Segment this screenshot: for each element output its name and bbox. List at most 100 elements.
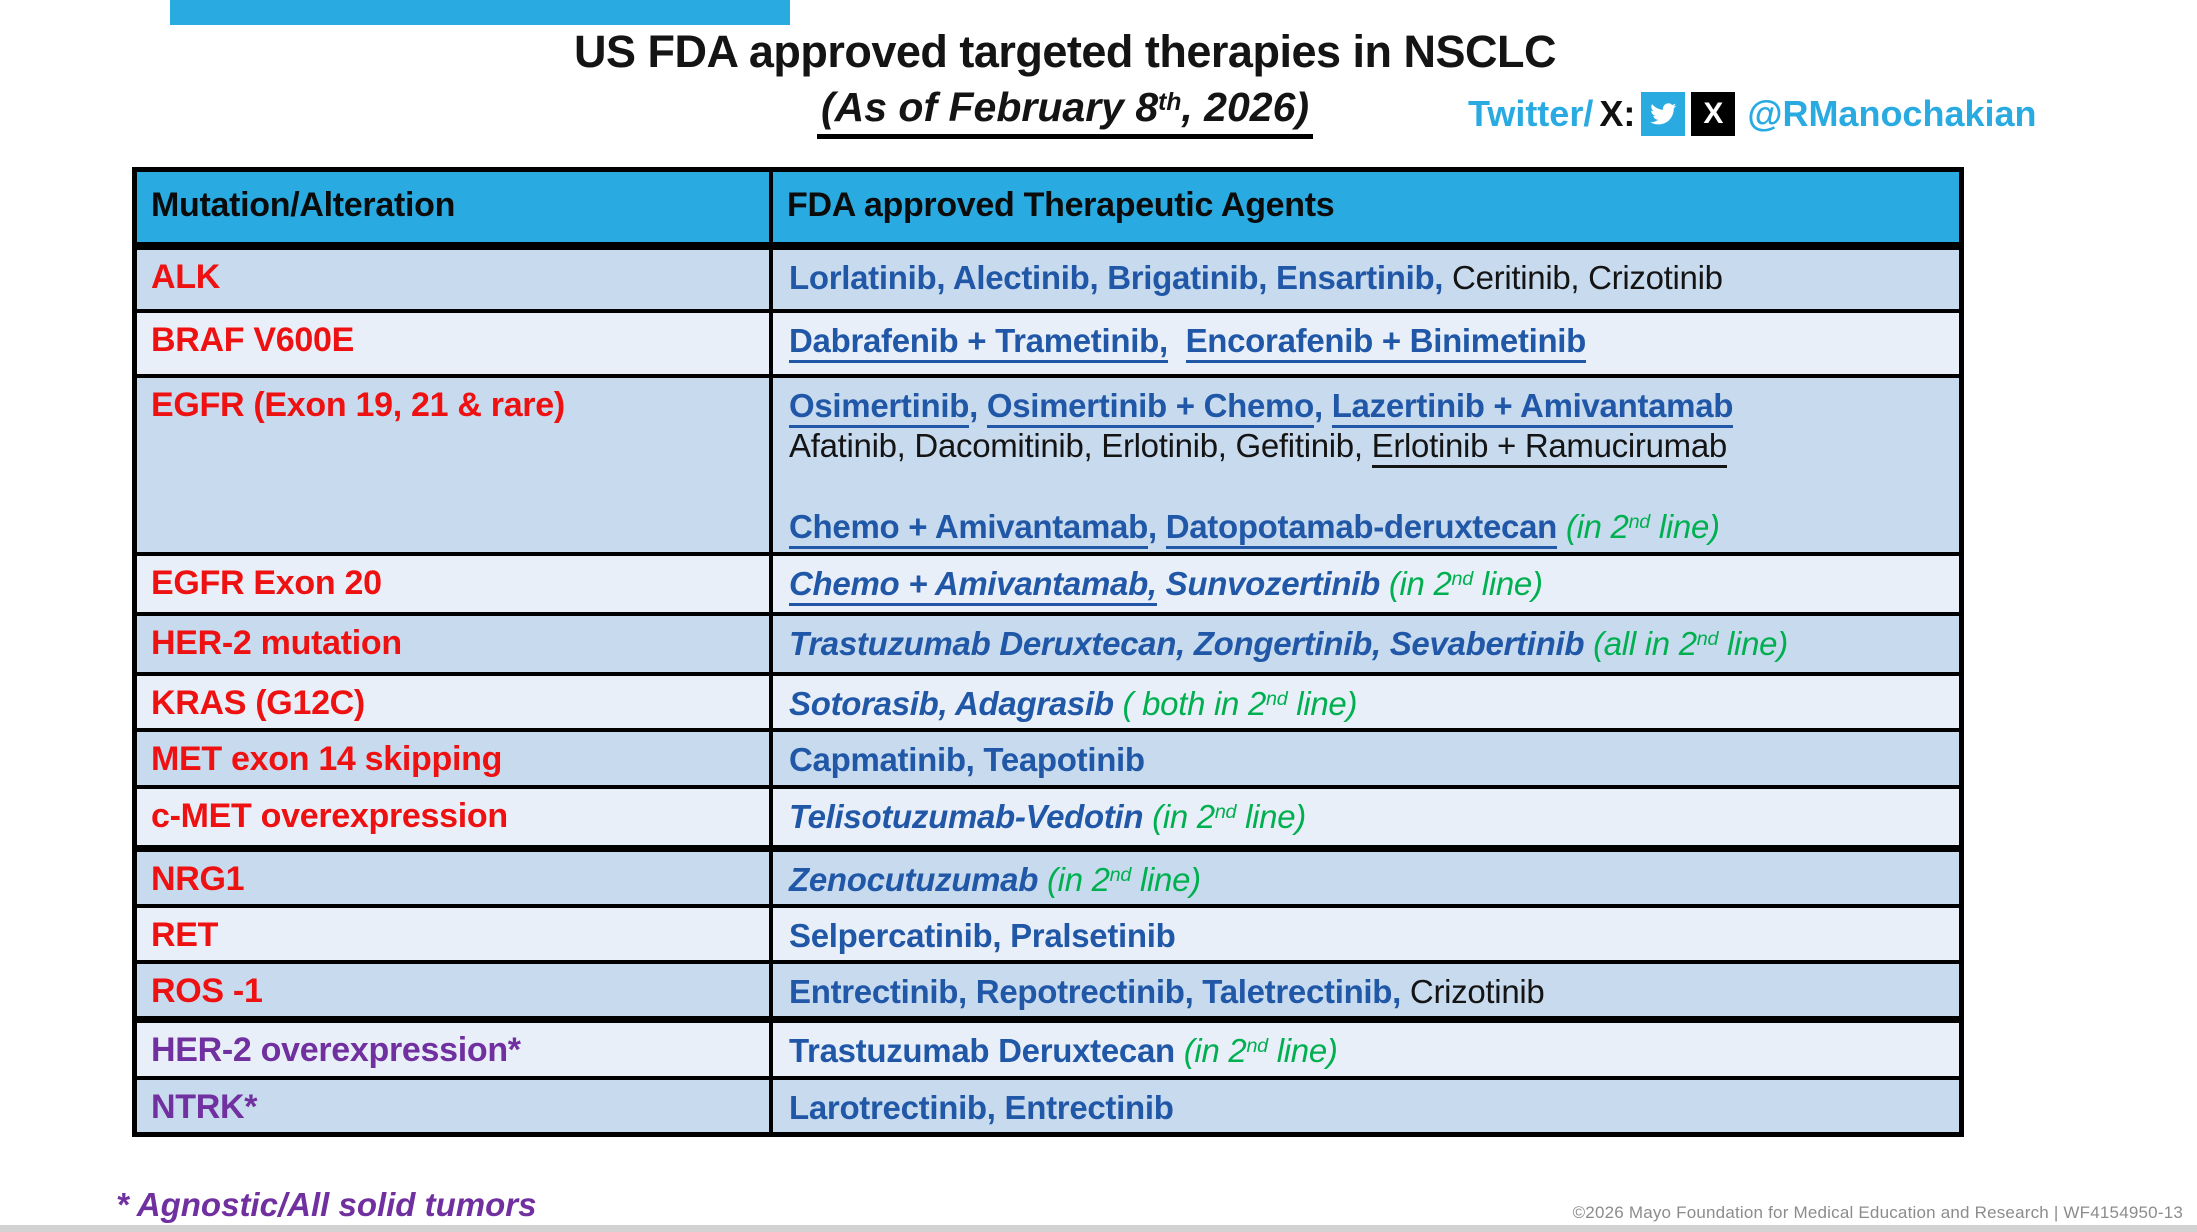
agent-text-segment: Lazertinib + Amivantamab bbox=[1331, 387, 1733, 428]
mutation-cell: ALK bbox=[137, 250, 773, 309]
agent-text-segment: (in 2 bbox=[1152, 797, 1215, 835]
column-header-agents: FDA approved Therapeutic Agents bbox=[787, 186, 1335, 224]
agent-text-segment: line) bbox=[1718, 625, 1788, 662]
table-row: EGFR (Exon 19, 21 & rare) Osimertinib, Os… bbox=[137, 374, 1959, 552]
top-accent-bar bbox=[170, 0, 790, 25]
agent-line: Lorlatinib, Alectinib, Brigatinib, Ensar… bbox=[789, 258, 1949, 298]
agents-cell: Larotrectinib, Entrectinib bbox=[773, 1080, 1959, 1132]
agent-text-segment: nd bbox=[1266, 688, 1288, 711]
agents-cell: Telisotuzumab-Vedotin (in 2nd line) bbox=[773, 789, 1959, 845]
agents-cell: Trastuzumab Deruxtecan, Zongertinib, Sev… bbox=[773, 616, 1959, 672]
agent-text-segment: nd bbox=[1109, 863, 1132, 886]
agent-text-segment: Entrectinib, Repotrectinib, Taletrectini… bbox=[789, 973, 1402, 1010]
agents-cell: Entrectinib, Repotrectinib, Taletrectini… bbox=[773, 964, 1959, 1016]
agent-text-segment: Osimertinib + Chemo bbox=[986, 387, 1314, 428]
agent-text-segment: line) bbox=[1236, 797, 1306, 835]
agent-text-segment: line) bbox=[1287, 685, 1358, 722]
agent-text-segment: Selpercatinib, Pralsetinib bbox=[789, 916, 1176, 954]
table-row: EGFR Exon 20 Chemo + Amivantamab, Sunvoze… bbox=[137, 552, 1959, 612]
agent-line: Trastuzumab Deruxtecan (in 2nd line) bbox=[789, 1031, 1949, 1071]
agent-text-segment: Crizotinib bbox=[1401, 973, 1545, 1010]
agent-text-segment: Erlotinib + Ramucirumab bbox=[1371, 427, 1727, 469]
subtitle-pre: (As of February 8 bbox=[820, 84, 1159, 130]
mutation-cell: MET exon 14 skipping bbox=[137, 732, 773, 785]
agent-text-segment: Zenocutuzumab bbox=[789, 860, 1047, 898]
mutation-cell: c-MET overexpression bbox=[137, 788, 773, 845]
agent-text-segment: (in 2 bbox=[1046, 860, 1110, 898]
agent-text-segment: nd bbox=[1246, 1035, 1268, 1058]
agents-cell: Trastuzumab Deruxtecan (in 2nd line) bbox=[773, 1023, 1959, 1075]
mutation-cell: HER-2 overexpression* bbox=[137, 1023, 773, 1076]
agent-text-segment bbox=[1557, 508, 1566, 545]
agent-text-segment: Larotrectinib, Entrectinib bbox=[789, 1088, 1174, 1126]
agents-cell: Zenocutuzumab (in 2nd line) bbox=[773, 852, 1959, 904]
mutation-cell: NTRK* bbox=[137, 1079, 773, 1132]
agent-text-segment: (in 2 bbox=[1183, 1032, 1247, 1070]
table-header-row: Mutation/Alteration FDA approved Therape… bbox=[137, 172, 1959, 246]
agent-text-segment: Afatinib, Dacomitinib, Erlotinib, Gefiti… bbox=[789, 427, 1372, 465]
mutation-cell: KRAS (G12C) bbox=[137, 676, 773, 729]
agent-line: Osimertinib, Osimertinib + Chemo, Lazert… bbox=[789, 386, 1949, 428]
mutation-cell: NRG1 bbox=[137, 851, 773, 904]
subtitle-post: , 2026) bbox=[1181, 84, 1310, 130]
agent-text-segment bbox=[1168, 322, 1186, 359]
subtitle-superscript: th bbox=[1158, 88, 1182, 116]
agent-line: Telisotuzumab-Vedotin (in 2nd line) bbox=[789, 797, 1949, 837]
agent-text-segment: line) bbox=[1267, 1032, 1338, 1070]
agent-text-segment: Encorafenib + Binimetinib bbox=[1185, 322, 1586, 363]
date-subtitle: (As of February 8th, 2026) bbox=[0, 84, 2130, 139]
agent-text-segment: (in 2 bbox=[1565, 507, 1629, 545]
agent-text-segment: (all in 2 bbox=[1593, 625, 1697, 662]
agents-cell: Dabrafenib + Trametinib, Encorafenib + B… bbox=[773, 313, 1959, 374]
table-row: ALK Lorlatinib, Alectinib, Brigatinib, En… bbox=[137, 246, 1959, 309]
agents-cell: Chemo + Amivantamab, Sunvozertinib (in 2… bbox=[773, 556, 1959, 612]
agent-text-segment: line) bbox=[1472, 565, 1543, 602]
agent-text-segment: nd bbox=[1696, 628, 1719, 651]
social-handle-block: Twitter/X: X @RManochakian bbox=[1468, 92, 2037, 136]
bottom-edge-strip bbox=[0, 1225, 2197, 1232]
x-logo-icon: X bbox=[1691, 92, 1736, 136]
agent-text-segment: ( both in 2 bbox=[1122, 685, 1267, 722]
agent-text-segment: Osimertinib bbox=[789, 387, 969, 428]
agent-line: Larotrectinib, Entrectinib bbox=[789, 1088, 1949, 1128]
agent-text-segment: Chemo + Amivantamab, bbox=[789, 565, 1157, 606]
agent-line: Chemo + Amivantamab, Sunvozertinib (in 2… bbox=[789, 564, 1949, 606]
table-row: c-MET overexpression Telisotuzumab-Vedoti… bbox=[137, 784, 1959, 845]
agent-text-segment: Datopotamab-deruxtecan bbox=[1165, 507, 1557, 549]
copyright-text: ©2026 Mayo Foundation for Medical Educat… bbox=[1572, 1203, 2183, 1222]
agent-text-segment: line) bbox=[1649, 507, 1720, 545]
agent-line: Trastuzumab Deruxtecan, Zongertinib, Sev… bbox=[789, 624, 1949, 664]
agent-text-segment: Trastuzumab Deruxtecan bbox=[789, 1032, 1184, 1070]
mutation-cell: RET bbox=[137, 907, 773, 960]
table-row: HER-2 overexpression* Trastuzumab Deruxte… bbox=[137, 1016, 1959, 1076]
agent-text-segment: (in 2 bbox=[1388, 565, 1452, 602]
agent-line bbox=[789, 467, 1949, 507]
agent-text-segment: Telisotuzumab-Vedotin bbox=[789, 797, 1153, 835]
agent-text-segment: nd bbox=[1451, 568, 1474, 591]
agent-line: Chemo + Amivantamab, Datopotamab-deruxte… bbox=[789, 507, 1949, 549]
agent-text-segment: Trastuzumab Deruxtecan, Zongertinib, Sev… bbox=[789, 625, 1594, 662]
agents-cell: Lorlatinib, Alectinib, Brigatinib, Ensar… bbox=[773, 250, 1959, 309]
x-label: X: bbox=[1599, 93, 1636, 134]
mutation-cell: ROS -1 bbox=[137, 964, 773, 1017]
agents-cell: Capmatinib, Teapotinib bbox=[773, 732, 1959, 784]
page-title: US FDA approved targeted therapies in NS… bbox=[574, 26, 1557, 77]
agent-text-segment: Chemo + Amivantamab bbox=[789, 507, 1148, 549]
asterisk-footnote: * Agnostic/All solid tumors bbox=[116, 1186, 537, 1223]
agent-line: Entrectinib, Repotrectinib, Taletrectini… bbox=[789, 972, 1949, 1012]
mutation-cell: HER-2 mutation bbox=[137, 616, 773, 672]
agent-text-segment: , bbox=[1313, 387, 1332, 424]
table-row: MET exon 14 skipping Capmatinib, Teapotin… bbox=[137, 728, 1959, 785]
agents-cell: Osimertinib, Osimertinib + Chemo, Lazert… bbox=[773, 378, 1959, 552]
mutation-cell: EGFR (Exon 19, 21 & rare) bbox=[137, 378, 773, 552]
twitter-bird-icon bbox=[1641, 92, 1686, 136]
table-body: ALK Lorlatinib, Alectinib, Brigatinib, En… bbox=[137, 246, 1959, 1132]
table-row: RET Selpercatinib, Pralsetinib bbox=[137, 903, 1959, 960]
agent-text-segment: Sotorasib, Adagrasib bbox=[789, 685, 1123, 722]
agent-text-segment: line) bbox=[1131, 860, 1201, 898]
mutation-cell: EGFR Exon 20 bbox=[137, 556, 773, 612]
table-row: KRAS (G12C) Sotorasib, Adagrasib ( both i… bbox=[137, 672, 1959, 729]
agent-text-segment: Capmatinib, Teapotinib bbox=[789, 741, 1145, 779]
table-row: ROS -1 Entrectinib, Repotrectinib, Taletr… bbox=[137, 960, 1959, 1017]
agent-line: Selpercatinib, Pralsetinib bbox=[789, 916, 1949, 956]
